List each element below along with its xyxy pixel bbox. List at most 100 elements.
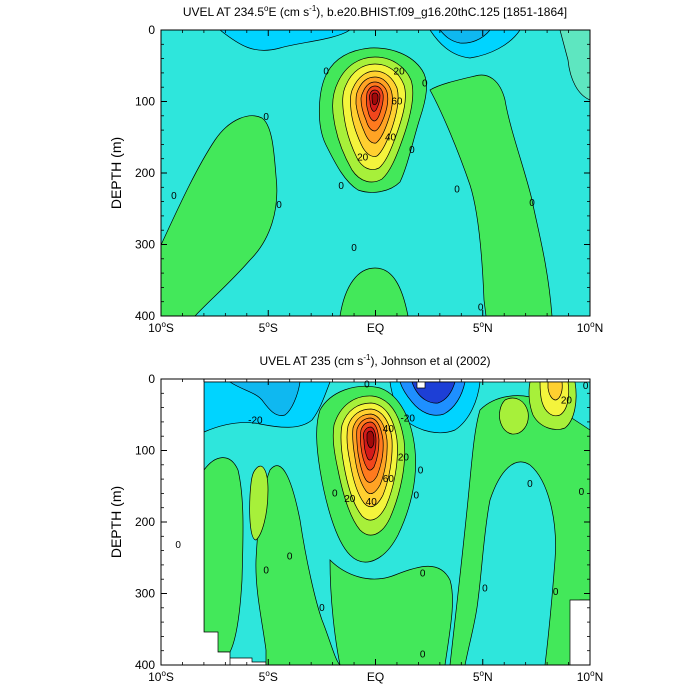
- contour-field: [161, 30, 590, 316]
- contour-label: 0: [420, 649, 426, 660]
- title-superscript: -1: [309, 4, 317, 13]
- x-tick-label: 10oN: [577, 320, 603, 335]
- filled-contour: [339, 267, 409, 316]
- contour-label: 0: [319, 603, 325, 614]
- y-tick-label: 0: [148, 372, 155, 386]
- y-tick-label: 300: [135, 587, 155, 601]
- y-axis-label: DEPTH (m): [108, 137, 124, 209]
- filled-contour: [228, 381, 301, 416]
- contour-label: 0: [422, 79, 428, 90]
- y-axis-label: DEPTH (m): [108, 486, 124, 558]
- contour-label: 0: [409, 145, 415, 156]
- filled-contour: [416, 381, 426, 389]
- contour-label: 0: [579, 487, 585, 498]
- x-tick-label: 10oN: [577, 669, 603, 684]
- contour-label: 0: [413, 491, 419, 502]
- filled-contour: [371, 92, 379, 106]
- contour-label: 0: [351, 243, 357, 254]
- panel-title: UVEL AT 234.5oE (cm s-1), b.e20.BHIST.f0…: [183, 4, 567, 19]
- contour-label: 40: [385, 132, 397, 143]
- y-tick-label: 400: [135, 658, 155, 672]
- contour-label: 0: [338, 181, 344, 192]
- title-text: E (cm s: [268, 5, 309, 19]
- y-tick: 400: [135, 658, 590, 672]
- y-tick: 0: [148, 372, 590, 386]
- contour-label: 20: [394, 66, 406, 77]
- contour-label: -20: [248, 415, 263, 426]
- contour-label: 0: [323, 66, 329, 77]
- contour-label: 0: [276, 200, 282, 211]
- contour-label: 0: [529, 198, 535, 209]
- filled-contour: [449, 395, 590, 665]
- contour-label: 0: [332, 488, 338, 499]
- title-superscript: -1: [363, 353, 371, 362]
- contour-label: 0: [364, 380, 370, 391]
- filled-contour: [203, 457, 244, 653]
- filled-contour: [203, 381, 331, 433]
- panel-top: UVEL AT 234.5oE (cm s-1), b.e20.BHIST.f0…: [108, 4, 603, 335]
- contour-label: 0: [454, 184, 460, 195]
- contour-labels: -20 -20 20 20 20 40 40 60 0 0 0 0 0 0 0 0 0 0 0 0 0 0 0: [175, 380, 589, 661]
- contour-label: 0: [263, 566, 269, 577]
- panel-bottom: UVEL AT 235 (cm s-1), Johnson et al (200…: [108, 353, 603, 684]
- y-tick: 200: [135, 515, 590, 529]
- contour-label: 0: [478, 302, 484, 313]
- x-tick: 5oS: [259, 379, 278, 684]
- contour-label: 20: [357, 152, 369, 163]
- filled-contour: [366, 430, 375, 449]
- contour-field: [161, 379, 590, 665]
- x-tick: 5oN: [473, 30, 493, 335]
- y-tick: 0: [148, 23, 590, 37]
- y-tick-label: 400: [135, 309, 155, 323]
- x-tick: 5oS: [259, 30, 278, 335]
- title-superscript: o: [264, 4, 269, 13]
- y-tick-label: 200: [135, 166, 155, 180]
- contour-label: 20: [398, 453, 410, 464]
- contour-label: 0: [482, 583, 488, 594]
- filled-contour: [499, 397, 529, 435]
- x-tick: 10oS: [148, 30, 174, 335]
- x-tick: 5oN: [473, 379, 493, 684]
- contour-label: 0: [263, 112, 269, 123]
- y-tick: 200: [135, 166, 590, 180]
- x-tick-label: 5oN: [473, 320, 493, 335]
- x-tick-label: 10oS: [148, 320, 174, 335]
- filled-contour: [429, 74, 553, 316]
- contour-label: 0: [420, 568, 426, 579]
- title-text: ), Johnson et al (2002): [370, 354, 490, 368]
- panel-title: UVEL AT 235 (cm s-1), Johnson et al (200…: [259, 353, 490, 368]
- x-tick-label: 10oS: [148, 669, 174, 684]
- x-tick-label: 5oS: [259, 320, 278, 335]
- x-tick: 10oS: [148, 379, 174, 684]
- y-tick-label: 300: [135, 238, 155, 252]
- title-text: UVEL AT 235 (cm s: [259, 354, 363, 368]
- contour-label: 20: [561, 395, 573, 406]
- x-tick: EQ: [367, 30, 384, 335]
- contour-label: 0: [553, 587, 559, 598]
- contour-label: 60: [391, 97, 403, 108]
- title-text: UVEL AT 234.5: [183, 5, 264, 19]
- contour-label: 60: [383, 474, 395, 485]
- contour-label: 0: [171, 191, 177, 202]
- y-tick: 400: [135, 309, 590, 323]
- x-tick: 10oN: [577, 30, 603, 335]
- contour-label: 40: [366, 497, 378, 508]
- filled-contour: [439, 30, 491, 44]
- y-tick: 300: [135, 238, 590, 252]
- filled-contour: [219, 30, 351, 51]
- filled-contour: [249, 465, 269, 541]
- filled-contour: [547, 381, 563, 401]
- contour-label: 40: [383, 424, 395, 435]
- y-tick-label: 100: [135, 95, 155, 109]
- contour-label: 0: [287, 551, 293, 562]
- x-tick-label: 5oN: [473, 669, 493, 684]
- filled-contour: [161, 379, 231, 665]
- x-tick: EQ: [367, 379, 384, 684]
- x-tick-label: 5oS: [259, 669, 278, 684]
- x-tick: 10oN: [577, 379, 603, 684]
- y-tick: 100: [135, 95, 590, 109]
- contour-label: 0: [583, 381, 589, 392]
